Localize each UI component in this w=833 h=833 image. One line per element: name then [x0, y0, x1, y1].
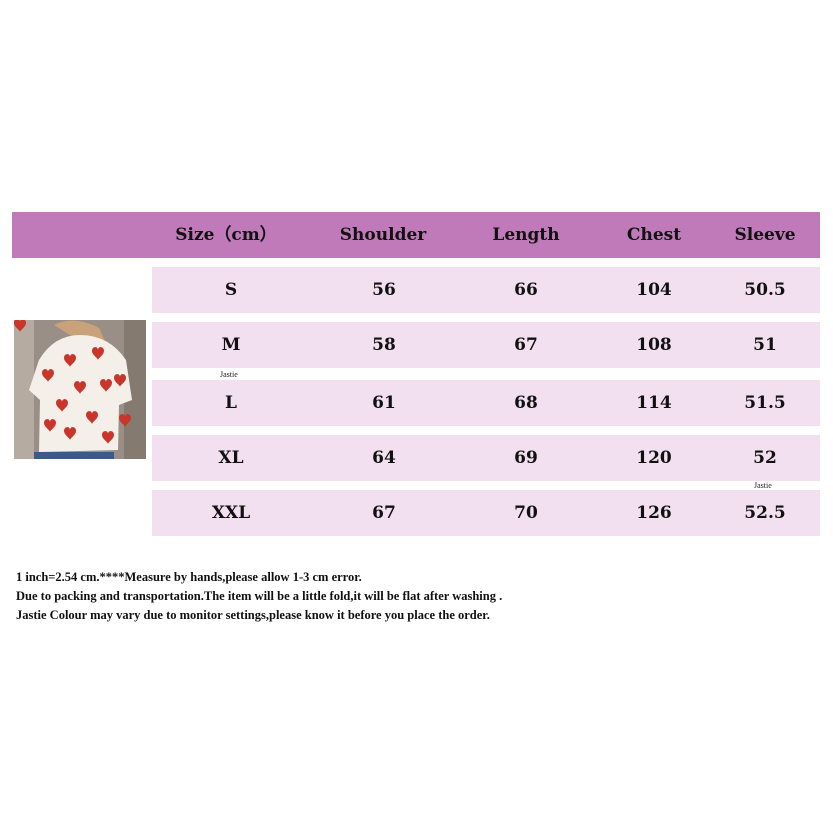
table-header: Size（cm） Shoulder Length Chest Sleeve: [12, 212, 820, 258]
note-line: 1 inch=2.54 cm.****Measure by hands,plea…: [16, 570, 362, 584]
table-cell: 68: [514, 393, 538, 413]
table-row: XXL 67 70 126 52.5: [152, 490, 820, 536]
table-cell: 104: [636, 280, 672, 300]
table-cell: 51: [753, 335, 777, 355]
table-row: M 58 67 108 51: [152, 322, 820, 368]
table-cell: L: [225, 393, 237, 413]
table-cell: XL: [218, 448, 244, 468]
table-cell: 61: [372, 393, 396, 413]
header-shoulder: Shoulder: [339, 225, 427, 245]
note-line: Due to packing and transportation.The it…: [16, 589, 503, 603]
table-cell: 58: [372, 335, 396, 355]
table-row: S 56 66 104 50.5: [152, 267, 820, 313]
table-cell: 67: [372, 503, 396, 523]
table-cell: 52: [753, 448, 777, 468]
table-cell: M: [221, 335, 241, 355]
table-cell: S: [224, 280, 238, 300]
table-cell: 67: [514, 335, 538, 355]
table-cell: 69: [514, 448, 538, 468]
table-cell: 126: [636, 503, 672, 523]
table-cell: 114: [636, 393, 672, 413]
watermark: Jastie: [754, 481, 772, 490]
header-sleeve: Sleeve: [734, 225, 796, 245]
table-cell: XXL: [211, 503, 251, 523]
table-cell: 66: [514, 280, 538, 300]
header-chest: Chest: [626, 225, 682, 245]
table-row: XL 64 69 120 52: [152, 435, 820, 481]
table-cell: 120: [636, 448, 672, 468]
table-cell: 50.5: [744, 280, 786, 300]
table-cell: 108: [636, 335, 672, 355]
product-photo: [14, 320, 146, 459]
table-cell: 64: [372, 448, 396, 468]
header-length: Length: [492, 225, 560, 245]
note-line: Jastie Colour may vary due to monitor se…: [16, 608, 490, 622]
table-cell: 70: [514, 503, 538, 523]
table-cell: 56: [372, 280, 396, 300]
table-row: L 61 68 114 51.5: [152, 380, 820, 426]
heart-pattern: [14, 320, 131, 444]
size-notes: 1 inch=2.54 cm.****Measure by hands,plea…: [16, 568, 502, 625]
header-size: Size（cm）: [175, 225, 277, 245]
table-cell: 51.5: [744, 393, 786, 413]
watermark: Jastie: [220, 370, 238, 379]
table-cell: 52.5: [744, 503, 786, 523]
